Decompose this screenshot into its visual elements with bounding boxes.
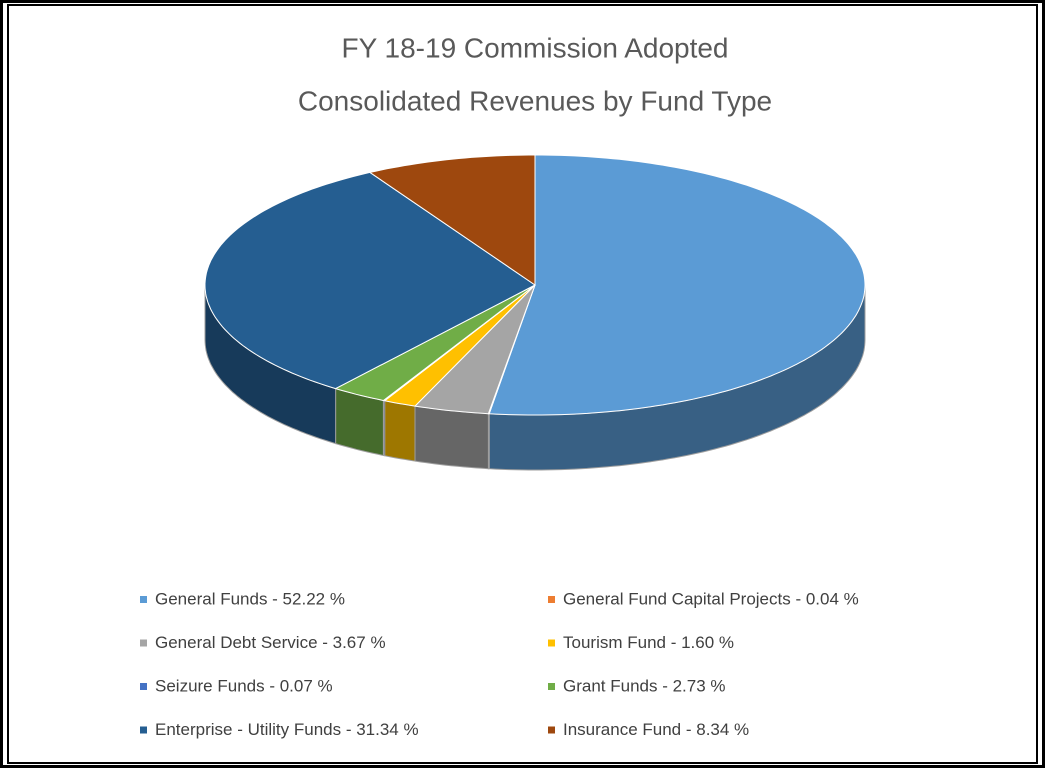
pie-slice (204, 171, 536, 390)
legend-swatch (548, 639, 555, 647)
legend-label: Grant Funds - 2.73 % (563, 676, 726, 695)
legend-swatch (140, 683, 147, 690)
legend-swatch (548, 726, 555, 734)
legend-label: Enterprise - Utility Funds - 31.34 % (155, 720, 419, 739)
pie-slice (334, 284, 536, 402)
legend-label: Insurance Fund - 8.34 % (563, 720, 749, 739)
legend-label: Tourism Fund - 1.60 % (563, 633, 734, 652)
legend-label: General Funds - 52.22 % (155, 589, 345, 608)
chart-title: FY 18-19 Commission Adopted (341, 32, 728, 63)
legend-swatch (140, 639, 147, 647)
chart-title: Consolidated Revenues by Fund Type (298, 85, 772, 116)
pie-slice (383, 284, 536, 407)
legend-swatch (548, 596, 555, 603)
legend-swatch (140, 596, 147, 603)
pie-wall (384, 400, 416, 462)
pie-wall (414, 405, 489, 470)
legend-swatch (548, 683, 555, 690)
legend-label: General Fund Capital Projects - 0.04 % (563, 589, 859, 608)
pie-slice (413, 284, 536, 415)
legend-swatch (140, 726, 147, 734)
pie-slice (368, 154, 536, 286)
legend-label: Seizure Funds - 0.07 % (155, 676, 333, 695)
pie-slice (488, 154, 866, 416)
inner-frame (7, 4, 1038, 764)
legend-label: General Debt Service - 3.67 % (155, 633, 386, 652)
